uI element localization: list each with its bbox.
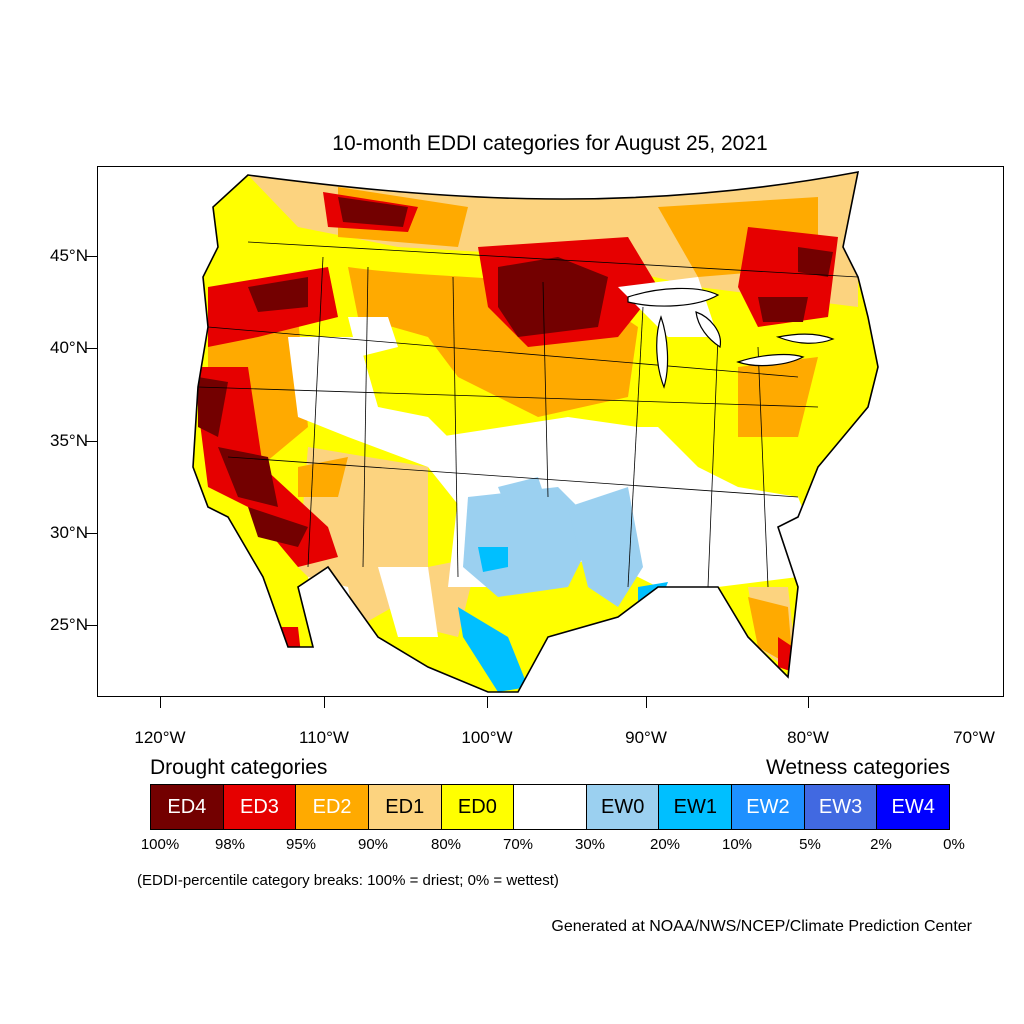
credit-line: Generated at NOAA/NWS/NCEP/Climate Predi…	[551, 918, 972, 935]
pct-break: 70%	[502, 836, 534, 853]
swatch-label: ED2	[312, 795, 352, 818]
legend-swatch-normal	[514, 785, 587, 829]
pct-break: 30%	[574, 836, 606, 853]
swatch-label: ED4	[167, 795, 207, 818]
state-boundaries	[197, 241, 859, 588]
lat-label-45n: 45°N	[50, 246, 88, 265]
lon-label-70w: 70°W	[953, 728, 995, 747]
pct-break: 10%	[721, 836, 753, 853]
legend-swatch-ed2: ED2	[296, 785, 369, 829]
lat-tick	[86, 256, 97, 257]
swatch-label: EW0	[600, 795, 645, 818]
lat-label-30n: 30°N	[50, 523, 88, 542]
legend-swatch-ed4: ED4	[151, 785, 224, 829]
eddi-field	[193, 172, 878, 692]
swatch-label: EW4	[891, 795, 935, 818]
swatch-label: EW2	[746, 795, 790, 818]
lon-label-100w: 100°W	[461, 728, 513, 747]
legend-swatch-ed3: ED3	[223, 785, 297, 829]
lat-label-40n: 40°N	[50, 338, 88, 357]
legend-swatch-ew3: EW3	[804, 785, 878, 829]
drought-categories-heading: Drought categories	[150, 756, 328, 779]
swatch-label: EW3	[818, 795, 863, 818]
legend-swatch-ew1: EW1	[659, 785, 733, 829]
lon-tick	[487, 697, 488, 708]
lat-tick	[86, 625, 97, 626]
category-legend: ED4 ED3 ED2 ED1 ED0 EW0 EW1 EW2 EW3 EW4	[150, 784, 950, 830]
legend-swatch-ew4: EW4	[877, 785, 950, 829]
legend-swatch-ew0: EW0	[586, 785, 660, 829]
legend-swatch-ed0: ED0	[441, 785, 515, 829]
lon-tick	[646, 697, 647, 708]
wetness-categories-heading: Wetness categories	[765, 756, 950, 779]
legend-swatch-ew2: EW2	[732, 785, 805, 829]
lon-label-80w: 80°W	[787, 728, 829, 747]
eddi-map	[97, 166, 1004, 697]
lon-tick	[160, 697, 161, 708]
pct-break: 20%	[649, 836, 681, 853]
lon-tick	[808, 697, 809, 708]
legend-swatch-ed1: ED1	[368, 785, 442, 829]
lon-tick	[324, 697, 325, 708]
coastline	[192, 170, 879, 693]
pct-break: 2%	[870, 836, 892, 853]
map-title: 10-month EDDI categories for August 25, …	[332, 132, 768, 155]
lon-label-90w: 90°W	[625, 728, 667, 747]
lat-label-25n: 25°N	[50, 615, 88, 634]
great-lakes	[627, 287, 835, 389]
map-canvas	[192, 170, 879, 693]
lon-label-110w: 110°W	[299, 728, 349, 747]
swatch-label: EW1	[673, 795, 717, 818]
lat-tick	[86, 441, 97, 442]
swatch-label: ED3	[240, 795, 279, 818]
category-breaks-note: (EDDI-percentile category breaks: 100% =…	[137, 872, 559, 889]
swatch-label: ED1	[385, 795, 425, 818]
pct-break: 100%	[140, 836, 180, 853]
pct-break: 95%	[285, 836, 317, 853]
pct-break: 98%	[214, 836, 246, 853]
pct-break: 90%	[357, 836, 389, 853]
lat-tick	[86, 348, 97, 349]
pct-break: 80%	[430, 836, 462, 853]
lon-label-120w: 120°W	[134, 728, 186, 747]
pct-break: 0%	[943, 836, 965, 853]
lat-label-35n: 35°N	[50, 431, 88, 450]
swatch-label: ED0	[457, 795, 497, 818]
pct-break: 5%	[799, 836, 821, 853]
lat-tick	[86, 533, 97, 534]
